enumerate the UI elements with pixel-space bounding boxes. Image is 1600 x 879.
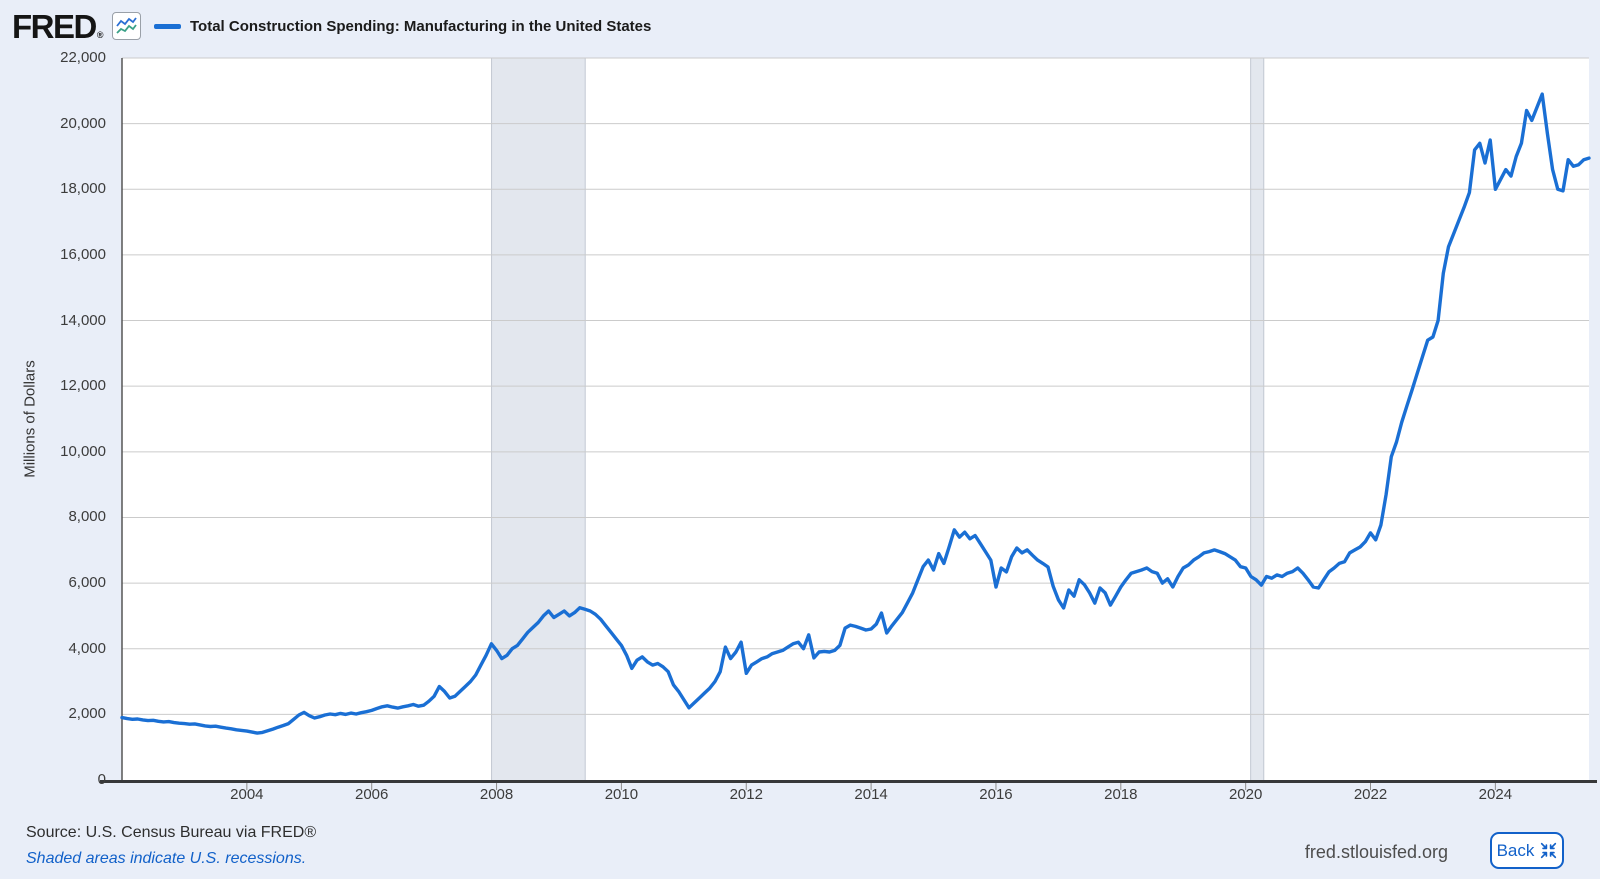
x-tick-label: 2008 xyxy=(479,786,514,803)
x-tick-label: 2012 xyxy=(729,786,763,803)
legend-line-swatch xyxy=(153,23,181,29)
x-tick-label: 2010 xyxy=(604,786,639,803)
y-tick-label: 0 xyxy=(97,771,106,788)
y-tick-label: 20,000 xyxy=(60,114,106,132)
fred-logo: FRED® xyxy=(12,7,104,45)
x-tick-label: 2004 xyxy=(230,786,264,803)
y-tick-label: 12,000 xyxy=(60,377,106,395)
x-tick-label: 2022 xyxy=(1353,786,1388,803)
recession-band xyxy=(1250,58,1264,780)
y-tick-label: 22,000 xyxy=(60,49,106,66)
recession-note: Shaded areas indicate U.S. recessions. xyxy=(26,850,307,867)
y-tick-label: 14,000 xyxy=(60,311,106,329)
y-tick-label: 2,000 xyxy=(68,705,106,723)
site-url: fred.stlouisfed.org xyxy=(1304,842,1448,862)
x-tick-label: 2020 xyxy=(1228,786,1263,803)
header: FRED® Total Construction Spending: Manuf… xyxy=(12,8,651,44)
source-text: Source: U.S. Census Bureau via FRED® xyxy=(26,824,317,841)
x-tick-label: 2006 xyxy=(355,786,389,803)
back-button[interactable]: Back xyxy=(1490,832,1564,869)
legend: Total Construction Spending: Manufacturi… xyxy=(153,17,652,35)
y-tick-label: 4,000 xyxy=(68,639,106,657)
data-line xyxy=(120,92,1591,735)
y-tick-label: 16,000 xyxy=(60,245,106,263)
y-tick-label: 6,000 xyxy=(68,574,106,592)
y-tick-label: 18,000 xyxy=(60,180,106,198)
back-button-label: Back xyxy=(1496,841,1535,860)
x-tick-label: 2018 xyxy=(1104,786,1138,803)
x-tick-label: 2024 xyxy=(1478,786,1513,803)
y-tick-label: 10,000 xyxy=(60,442,106,460)
y-tick-label: 8,000 xyxy=(68,508,106,526)
fred-logo-chart-icon xyxy=(111,12,141,40)
x-tick-label: 2014 xyxy=(854,786,888,803)
legend-series-label: Total Construction Spending: Manufacturi… xyxy=(189,17,652,35)
exit-fullscreen-icon xyxy=(1541,842,1557,859)
recession-band xyxy=(491,58,586,780)
registered-mark: ® xyxy=(96,29,104,40)
x-tick-label: 2016 xyxy=(979,786,1013,803)
